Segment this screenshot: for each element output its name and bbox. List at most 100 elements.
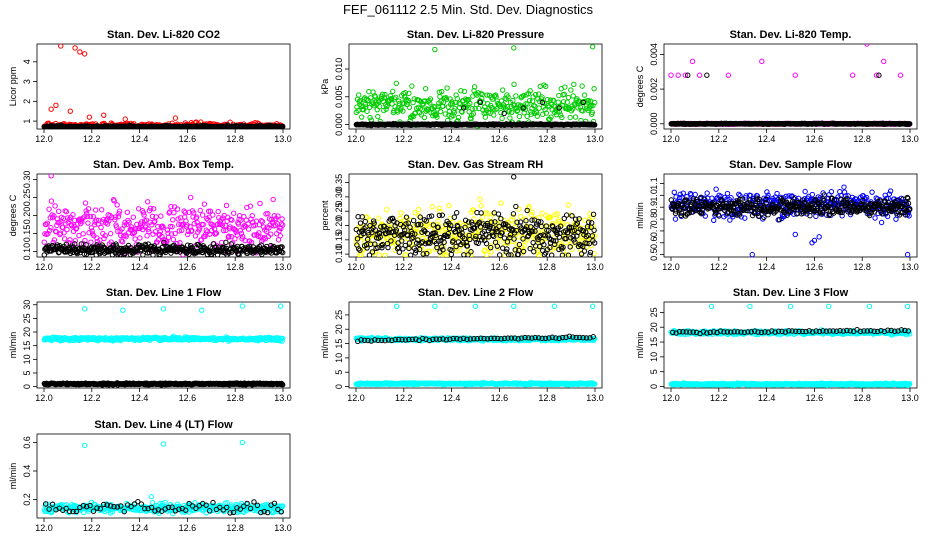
- data-point: [371, 220, 377, 226]
- data-point: [784, 212, 790, 218]
- data-point: [559, 114, 565, 121]
- data-point: [524, 113, 530, 120]
- data-point: [484, 92, 490, 98]
- data-point: [473, 101, 480, 108]
- data-point: [158, 213, 164, 219]
- y-tick-label: 0.20: [334, 217, 344, 235]
- y-tick-label: 1: [22, 119, 32, 124]
- data-point: [379, 244, 385, 251]
- data-point: [165, 234, 172, 240]
- data-point: [424, 230, 431, 237]
- data-point: [444, 85, 450, 91]
- y-tick-label: 0.35: [334, 174, 344, 192]
- x-tick-label: 12.2: [710, 134, 728, 144]
- x-tick-label: 12.6: [806, 262, 824, 272]
- data-point: [528, 111, 535, 117]
- y-tick-label: 0.8: [649, 213, 659, 226]
- x-tick-label: 12.2: [83, 262, 101, 272]
- data-point: [161, 239, 167, 246]
- data-point: [828, 188, 835, 195]
- data-point: [257, 200, 263, 207]
- data-point: [575, 105, 581, 111]
- data-point: [494, 243, 501, 249]
- data-point: [90, 213, 96, 220]
- data-point: [502, 252, 508, 257]
- y-tick-label: 0.010: [334, 58, 344, 81]
- data-point: [544, 96, 551, 103]
- data-point: [171, 209, 177, 216]
- data-point: [191, 220, 197, 227]
- x-tick-label: 13.0: [586, 262, 604, 272]
- data-point: [402, 90, 408, 96]
- data-point: [668, 197, 674, 203]
- data-point: [81, 251, 88, 257]
- data-point: [531, 248, 537, 255]
- data-point: [220, 227, 227, 234]
- data-point: [878, 219, 885, 226]
- data-point: [587, 252, 593, 257]
- data-point: [422, 85, 429, 92]
- y-tick-label: 0.6: [649, 237, 659, 250]
- data-point: [892, 203, 899, 209]
- data-point: [781, 213, 787, 220]
- data-point: [904, 251, 911, 257]
- y-tick-label: 0.20: [22, 207, 32, 225]
- data-point: [87, 213, 94, 220]
- x-tick-label: 12.8: [853, 134, 871, 144]
- data-point: [491, 233, 497, 240]
- data-point: [783, 193, 789, 199]
- plot-frame: [36, 43, 291, 130]
- data-point: [427, 240, 433, 246]
- x-tick-label: 12.4: [758, 134, 776, 144]
- data-point: [724, 190, 731, 197]
- data-point: [537, 243, 543, 250]
- data-point: [465, 252, 471, 257]
- data-point: [382, 91, 388, 98]
- data-point: [227, 224, 233, 230]
- data-point: [567, 244, 573, 250]
- data-point: [64, 226, 70, 233]
- data-point: [393, 94, 399, 101]
- data-point: [404, 232, 410, 238]
- data-point: [441, 239, 447, 245]
- series-2-black: [353, 174, 598, 257]
- x-tick-label: 12.6: [491, 262, 509, 272]
- plot-frame: [348, 43, 603, 130]
- data-point: [513, 93, 519, 99]
- data-point: [550, 97, 557, 104]
- data-point: [470, 111, 477, 117]
- data-point: [182, 245, 188, 252]
- data-point: [58, 44, 64, 49]
- x-tick-label: 12.8: [226, 262, 244, 272]
- data-point: [411, 96, 417, 102]
- data-point: [83, 242, 89, 248]
- data-point: [382, 252, 388, 257]
- data-point: [63, 241, 70, 247]
- data-point: [446, 202, 452, 209]
- data-point: [403, 214, 410, 220]
- data-point: [535, 218, 542, 225]
- data-point: [115, 213, 122, 220]
- data-point: [680, 190, 686, 196]
- data-point: [112, 214, 119, 220]
- data-point: [241, 213, 247, 220]
- data-point: [491, 112, 497, 118]
- data-point: [516, 206, 522, 212]
- data-point: [85, 206, 92, 212]
- data-point: [92, 207, 99, 213]
- data-point: [499, 115, 505, 122]
- data-point: [398, 210, 404, 216]
- data-point: [465, 219, 472, 225]
- data-point: [126, 219, 132, 225]
- data-point: [887, 188, 894, 194]
- data-point: [357, 247, 363, 253]
- data-point: [184, 231, 191, 238]
- data-point: [541, 223, 547, 229]
- data-point: [77, 49, 83, 55]
- data-point: [477, 99, 483, 106]
- data-point: [864, 44, 870, 47]
- data-point: [278, 221, 285, 227]
- data-point: [671, 189, 677, 195]
